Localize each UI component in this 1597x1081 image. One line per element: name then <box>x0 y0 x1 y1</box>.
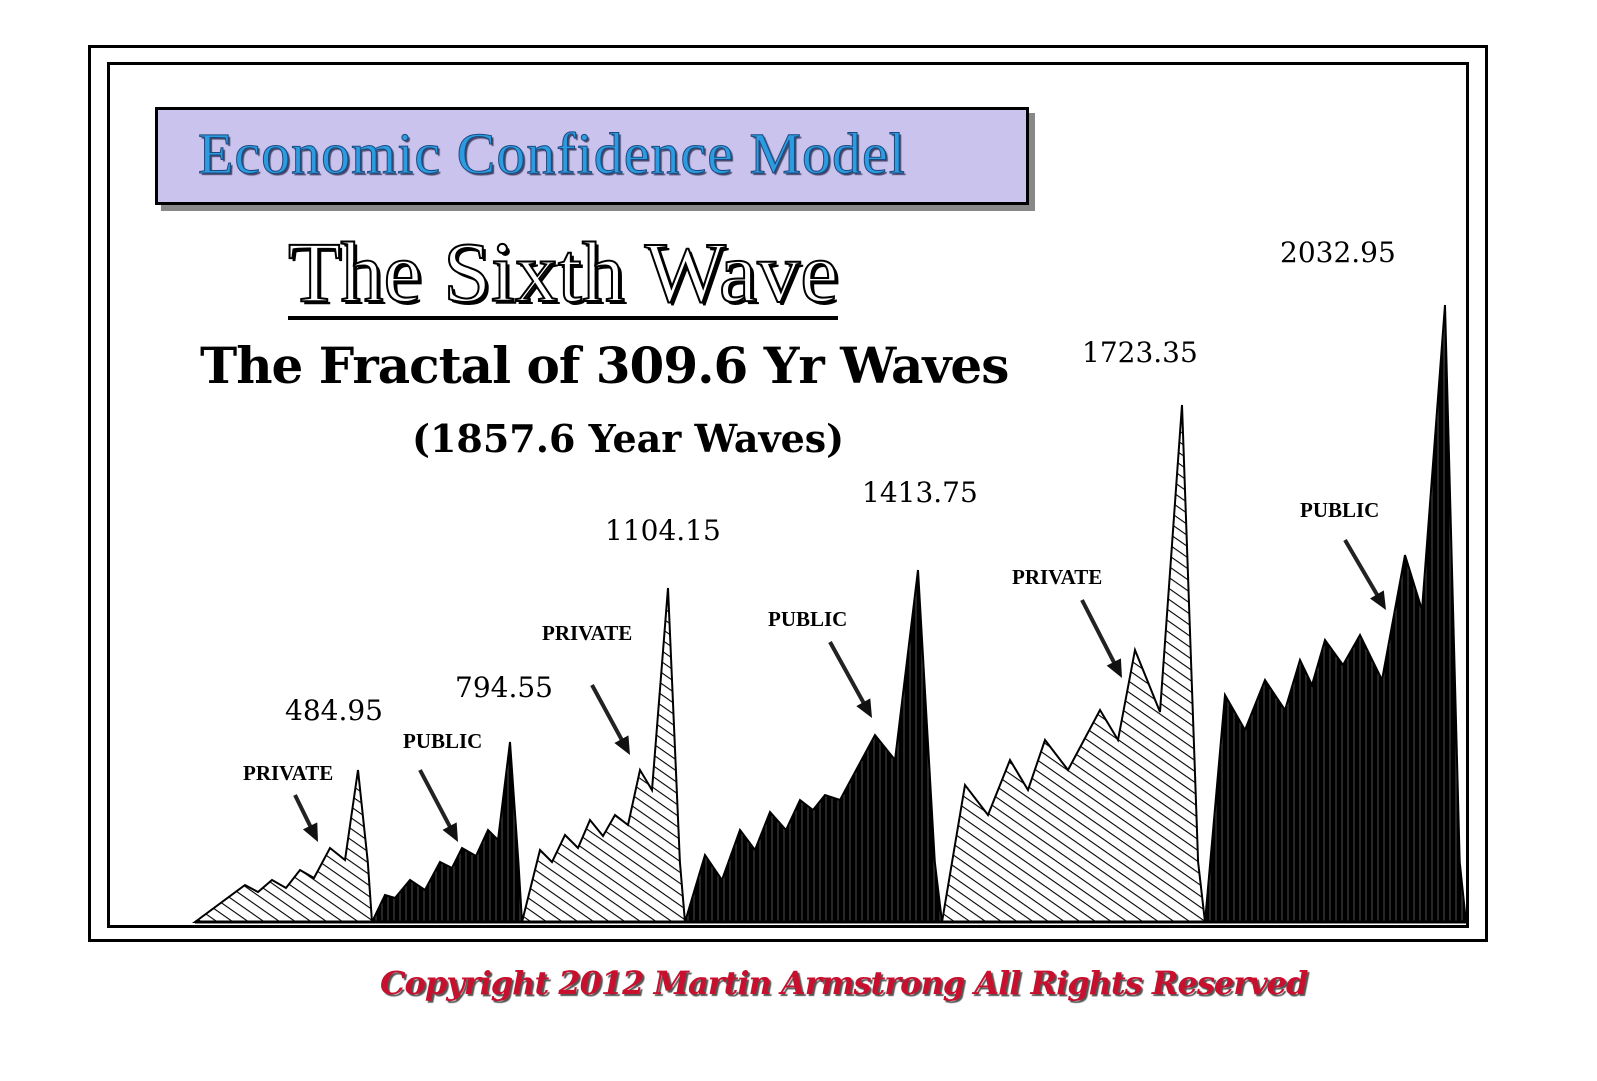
arrow-icon <box>1343 538 1381 599</box>
phase-label: PUBLIC <box>403 729 482 753</box>
arrow-head-icon <box>442 822 458 842</box>
title-box: Economic Confidence Model <box>155 107 1029 205</box>
wave-public-4 <box>683 569 944 923</box>
arrow-icon <box>590 684 626 744</box>
box-title: Economic Confidence Model <box>198 121 906 187</box>
wave-private-5 <box>940 404 1207 923</box>
peak-label: 2032.95 <box>1280 236 1396 269</box>
arrow-head-icon <box>1369 590 1386 610</box>
main-title: The Sixth Wave <box>287 224 839 320</box>
arrow-icon <box>828 641 867 707</box>
peak-label: 484.95 <box>285 694 383 727</box>
inner-frame <box>107 62 1469 928</box>
phase-label: PRIVATE <box>243 761 333 785</box>
wave-public-6 <box>1203 304 1468 923</box>
arrow-head-icon <box>614 735 630 755</box>
peak-label: 1413.75 <box>862 476 978 509</box>
subtitle-secondary: (1857.6 Year Waves) <box>412 416 845 461</box>
phase-label: PUBLIC <box>1300 498 1379 522</box>
subtitle: The Fractal of 309.6 Yr Waves <box>200 336 1009 395</box>
wave-private-1 <box>191 769 374 923</box>
arrow-head-icon <box>856 698 872 718</box>
peak-label: 1723.35 <box>1082 336 1198 369</box>
phase-label: PUBLIC <box>768 607 847 631</box>
outer-frame <box>88 45 1488 942</box>
phase-label: PRIVATE <box>1012 565 1102 589</box>
wave-private-3 <box>520 587 687 923</box>
arrow-head-icon <box>302 822 318 842</box>
arrow-icon <box>1080 599 1118 667</box>
phase-label: PRIVATE <box>542 621 632 645</box>
peak-label: 1104.15 <box>605 514 721 547</box>
arrow-icon <box>418 769 454 831</box>
copyright-notice: Copyright 2012 Martin Armstrong All Righ… <box>380 964 1308 1002</box>
wave-public-2 <box>370 741 524 923</box>
peak-label: 794.55 <box>455 671 553 704</box>
arrow-head-icon <box>1106 658 1122 678</box>
arrow-icon <box>293 794 314 831</box>
